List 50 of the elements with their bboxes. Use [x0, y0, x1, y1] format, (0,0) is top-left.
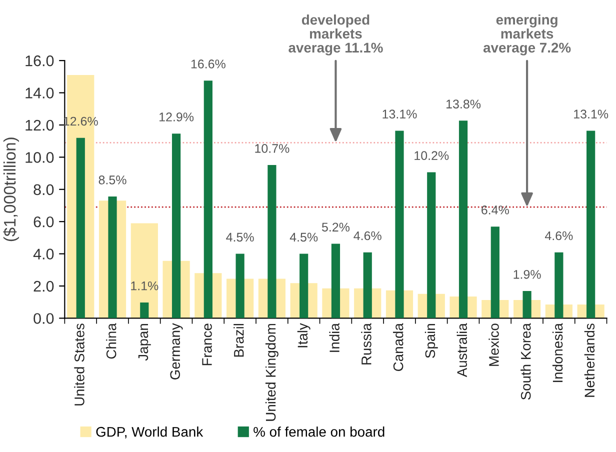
- x-tick-label: Russia: [361, 323, 372, 364]
- y-tick-label: 12.0: [26, 120, 54, 131]
- x-tick-label: Australia: [456, 323, 467, 378]
- annotation: developed markets average 11.1%: [288, 14, 383, 56]
- y-tick-label: 8.0: [34, 184, 54, 196]
- x-tick-label: India: [329, 323, 340, 352]
- legend-label: % of female on board: [254, 426, 384, 437]
- data-label: 12.9%: [160, 112, 194, 122]
- x-tick-label: United States: [74, 324, 84, 406]
- data-label: 5.2%: [322, 222, 350, 232]
- data-label: 13.8%: [446, 100, 481, 108]
- y-tick-label: 0.0: [34, 313, 54, 324]
- data-label: 4.5%: [290, 232, 318, 242]
- y-tick-label: 16.0: [26, 55, 54, 66]
- y-axis-title: ($1,000trillion): [3, 138, 19, 242]
- data-label: 16.6%: [191, 60, 226, 68]
- bar: [76, 138, 85, 318]
- data-label: 8.5%: [98, 176, 126, 184]
- y-tick-label: 6.0: [34, 216, 54, 228]
- data-label: 4.6%: [544, 231, 573, 240]
- data-label: 4.5%: [226, 232, 254, 242]
- x-tick-label: China: [106, 323, 116, 359]
- x-tick-label: Germany: [170, 323, 183, 380]
- annotation: emerging markets average 7.2%: [483, 14, 571, 56]
- bar: [130, 223, 158, 318]
- x-tick-label: Mexico: [488, 324, 499, 366]
- legend-label: GDP, World Bank: [96, 426, 204, 438]
- y-tick-label: 10.0: [26, 152, 54, 163]
- data-label: 10.2%: [414, 151, 449, 160]
- data-label: 6.4%: [482, 206, 509, 214]
- x-tick-label: South Korea: [520, 323, 531, 400]
- x-tick-label: France: [202, 324, 212, 366]
- data-label: 13.1%: [574, 110, 608, 119]
- data-label: 4.6%: [354, 231, 382, 240]
- bar: [140, 302, 149, 318]
- x-tick-label: Netherlands: [584, 324, 595, 397]
- y-tick-label: 2.0: [34, 280, 54, 292]
- x-tick-label: Indonesia: [552, 323, 563, 382]
- x-tick-label: Brazil: [234, 324, 244, 357]
- data-label: 10.7%: [255, 144, 290, 153]
- x-tick-label: Italy: [297, 323, 310, 348]
- x-tick-label: Spain: [424, 324, 438, 358]
- x-tick-label: Canada: [393, 323, 404, 372]
- data-label: 1.1%: [131, 281, 158, 290]
- data-label: 1.9%: [514, 270, 541, 279]
- y-tick-label: 4.0: [33, 248, 54, 260]
- x-tick-label: Japan: [138, 324, 151, 361]
- x-tick-label: United Kingdom: [265, 324, 278, 421]
- data-label: 13.1%: [382, 110, 417, 119]
- y-tick-label: 14.0: [26, 88, 54, 98]
